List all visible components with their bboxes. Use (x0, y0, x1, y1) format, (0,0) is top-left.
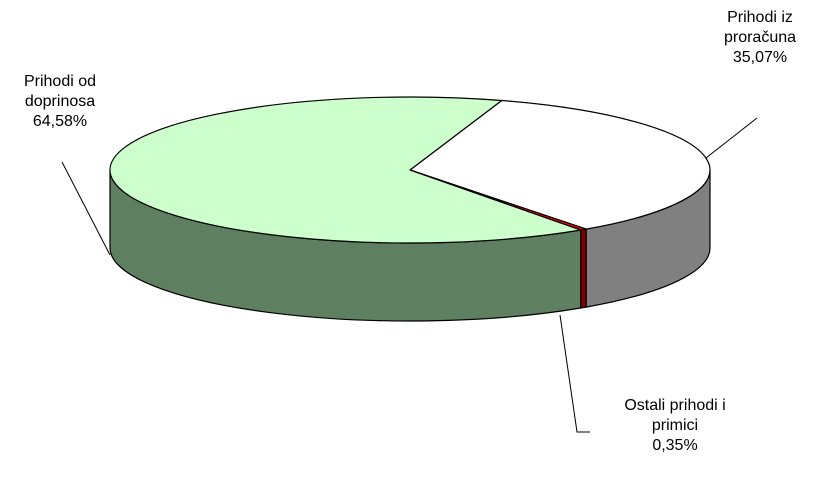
slice-label-proracun-line2: proračuna (723, 29, 797, 46)
pie-side-ostali (580, 228, 587, 309)
leader-lines (61, 117, 758, 433)
slice-label-ostali: Ostali prihodi i primici 0,35% (590, 396, 760, 456)
leader-line-proracun (705, 117, 758, 159)
slice-label-doprinosa-line2: doprinosa (24, 93, 96, 110)
slice-value-proracun: 35,07% (732, 49, 788, 66)
slice-label-doprinosa: Prihodi od doprinosa 64,58% (4, 72, 116, 132)
slice-label-doprinosa-line1: Prihodi od (23, 73, 97, 90)
pie-slice-proracun (409, 99, 711, 230)
slice-value-doprinosa: 64,58% (32, 113, 88, 130)
slice-label-ostali-line2: primici (651, 417, 699, 434)
pie-tops (109, 96, 711, 244)
pie-slice-doprinosa (109, 96, 582, 244)
leader-line-ostali (559, 314, 590, 433)
slice-label-proracun: Prihodi iz proračuna 35,07% (700, 8, 820, 68)
slice-label-proracun-line1: Prihodi iz (727, 9, 793, 26)
leader-line-doprinosa (61, 161, 111, 256)
slice-value-ostali: 0,35% (652, 437, 698, 454)
slice-label-ostali-line1: Ostali prihodi i (624, 397, 726, 414)
